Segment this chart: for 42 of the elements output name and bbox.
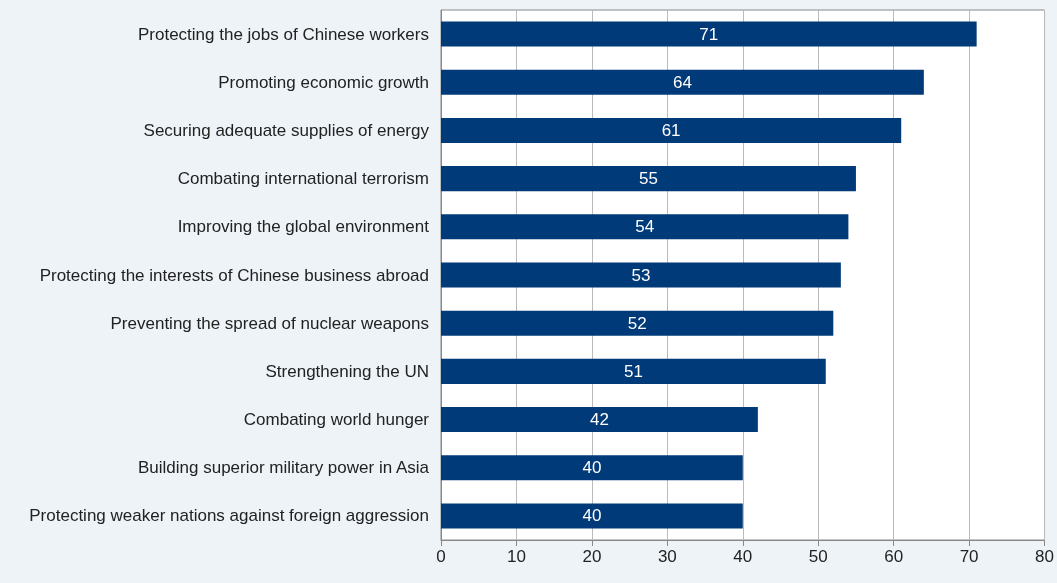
x-tick-label: 70 xyxy=(959,547,979,566)
bar xyxy=(441,117,902,143)
data-label: 40 xyxy=(582,458,602,478)
y-tick-label: Protecting the jobs of Chinese workers xyxy=(137,24,429,44)
bar xyxy=(441,214,849,240)
y-tick-label: Improving the global environment xyxy=(177,217,430,237)
data-label: 64 xyxy=(672,72,692,92)
y-tick-label: Promoting economic growth xyxy=(218,72,429,92)
y-tick-label: Preventing the spread of nuclear weapons xyxy=(110,313,429,333)
data-label: 52 xyxy=(627,313,647,333)
bar xyxy=(441,310,834,336)
x-tick-label: 50 xyxy=(808,547,828,566)
data-label: 71 xyxy=(699,24,719,44)
data-label: 53 xyxy=(631,265,651,285)
y-tick-label: Building superior military power in Asia xyxy=(137,458,430,478)
x-tick-label: 60 xyxy=(884,547,904,566)
bar xyxy=(441,358,826,384)
data-label: 61 xyxy=(661,120,681,140)
data-label: 51 xyxy=(623,361,643,381)
bar xyxy=(441,503,743,529)
bar xyxy=(441,407,758,433)
y-tick-label: Strengthening the UN xyxy=(265,361,429,381)
y-tick-label: Protecting weaker nations against foreign aggression xyxy=(29,506,429,526)
x-tick-label: 0 xyxy=(436,547,446,566)
x-tick-label: 40 xyxy=(733,547,753,566)
data-label: 40 xyxy=(582,506,602,526)
data-label: 54 xyxy=(635,217,655,237)
y-tick-label: Securing adequate supplies of energy xyxy=(143,120,430,140)
y-tick-label: Combating international terrorism xyxy=(177,169,429,189)
x-tick-label: 10 xyxy=(506,547,526,566)
data-label: 55 xyxy=(639,169,658,189)
y-tick-label: Combating world hunger xyxy=(243,410,430,430)
bar xyxy=(441,455,743,481)
x-tick-label: 20 xyxy=(582,547,602,566)
x-tick-label: 80 xyxy=(1035,547,1055,566)
x-tick-label: 30 xyxy=(657,547,677,566)
bar xyxy=(441,21,977,47)
y-tick-label: Protecting the interests of Chinese business abroad xyxy=(39,265,429,285)
data-label: 42 xyxy=(589,410,609,430)
bar xyxy=(441,69,924,95)
bar xyxy=(441,166,856,192)
bar xyxy=(441,262,841,288)
